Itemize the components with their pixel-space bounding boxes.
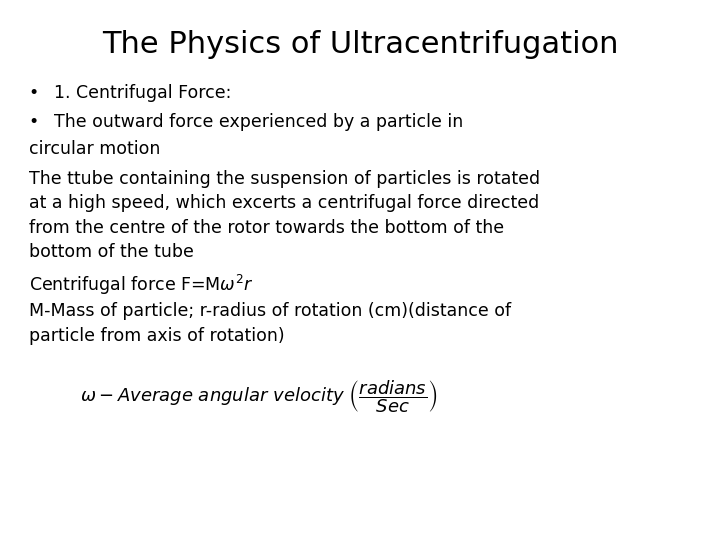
Text: $\omega - Average\ angular\ velocity\ \left(\dfrac{radians}{Sec}\right)$: $\omega - Average\ angular\ velocity\ \l… xyxy=(81,378,438,415)
Text: 1. Centrifugal Force:: 1. Centrifugal Force: xyxy=(54,84,231,102)
Text: The outward force experienced by a particle in: The outward force experienced by a parti… xyxy=(54,113,463,131)
Text: The Physics of Ultracentrifugation: The Physics of Ultracentrifugation xyxy=(102,30,618,59)
Text: Centrifugal force F=M$\omega^{2}r$: Centrifugal force F=M$\omega^{2}r$ xyxy=(29,273,253,297)
Text: The ttube containing the suspension of particles is rotated: The ttube containing the suspension of p… xyxy=(29,170,540,188)
Text: particle from axis of rotation): particle from axis of rotation) xyxy=(29,327,284,345)
Text: from the centre of the rotor towards the bottom of the: from the centre of the rotor towards the… xyxy=(29,219,504,237)
Text: bottom of the tube: bottom of the tube xyxy=(29,243,194,261)
Text: circular motion: circular motion xyxy=(29,140,160,158)
Text: •: • xyxy=(29,113,39,131)
Text: •: • xyxy=(29,84,39,102)
Text: M-Mass of particle; r-radius of rotation (cm)(distance of: M-Mass of particle; r-radius of rotation… xyxy=(29,302,511,320)
Text: at a high speed, which excerts a centrifugal force directed: at a high speed, which excerts a centrif… xyxy=(29,194,539,212)
